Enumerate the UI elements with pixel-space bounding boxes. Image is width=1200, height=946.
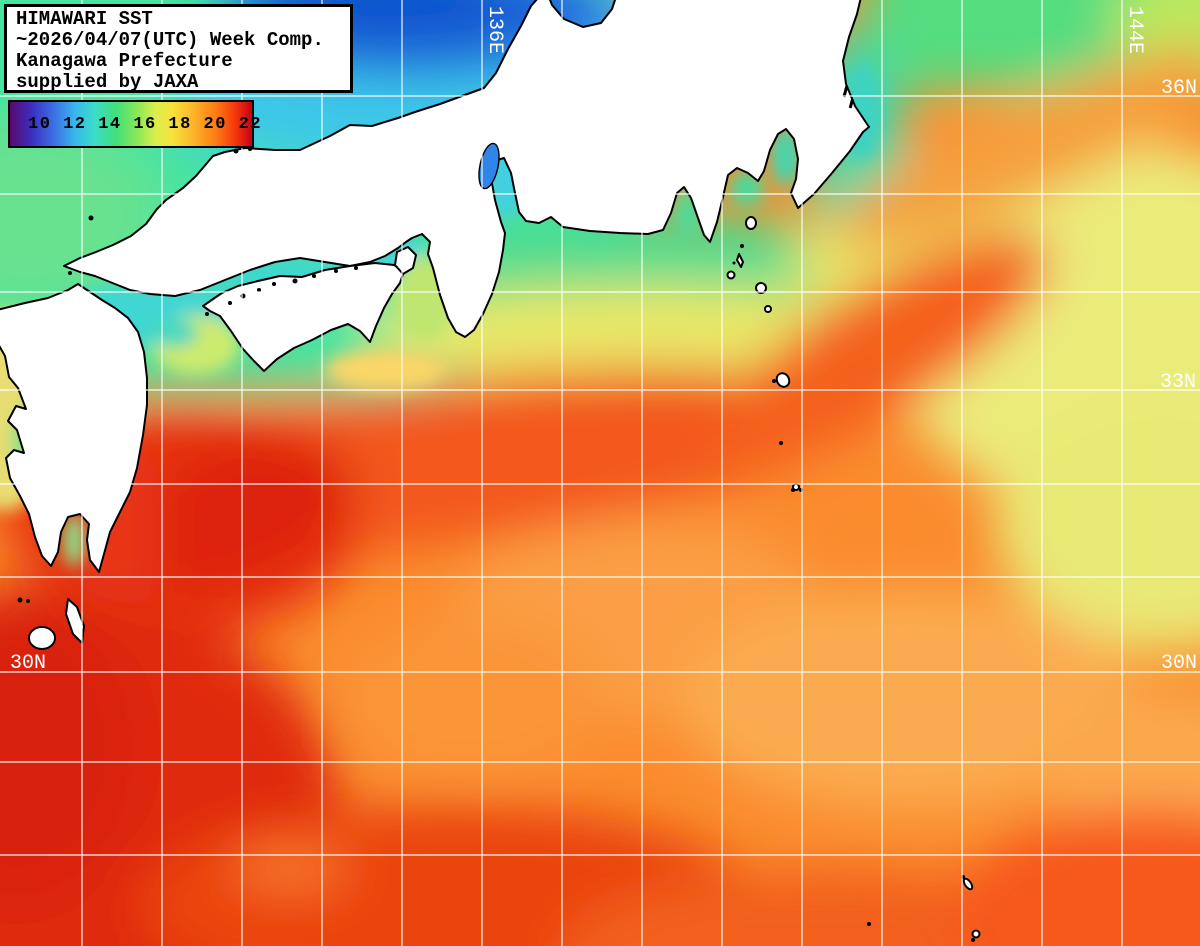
lat-label-30n-right: 30N [1161, 652, 1197, 675]
lakes-and-islets [17, 85, 975, 942]
small-island [971, 929, 981, 939]
supplier-credit: supplied by JAXA [16, 71, 199, 93]
lon-label-136e: 136E [483, 6, 506, 54]
colorbar-tick-labels: 10 12 14 16 18 20 22 [28, 115, 263, 134]
mikurajima-island [764, 305, 772, 313]
hachijojima-island [775, 372, 791, 388]
awaji-island [394, 246, 417, 275]
izu-island [726, 270, 736, 280]
prefecture-label: Kanagawa Prefecture [16, 50, 233, 72]
lat-label-33n: 33N [1160, 371, 1196, 394]
lake-biwa [478, 142, 500, 190]
honshu-island [63, 0, 870, 338]
lon-label-144e: 144E [1123, 6, 1146, 54]
product-title: HIMAWARI SST [16, 8, 153, 30]
sst-colorbar: 10 12 14 16 18 20 22 [8, 100, 261, 148]
izu-island-sliver [736, 253, 744, 268]
composite-date: ~2026/04/07(UTC) Week Comp. [16, 29, 324, 51]
kyushu-island [0, 283, 148, 573]
islet-specks [17, 85, 975, 942]
lat-label-36n: 36N [1161, 77, 1197, 100]
japan-landmass [0, 0, 981, 939]
grid-labels: 136E 144E 36N 33N 30N 30N [10, 6, 1197, 675]
yakushima-island [28, 626, 56, 650]
title-box: HIMAWARI SST ~2026/04/07(UTC) Week Comp.… [4, 4, 353, 93]
izu-oshima-island [745, 216, 757, 230]
miyakejima-island [755, 282, 767, 294]
small-island [962, 877, 974, 891]
lat-label-30n-left: 30N [10, 652, 46, 675]
shikoku-island [202, 262, 405, 372]
